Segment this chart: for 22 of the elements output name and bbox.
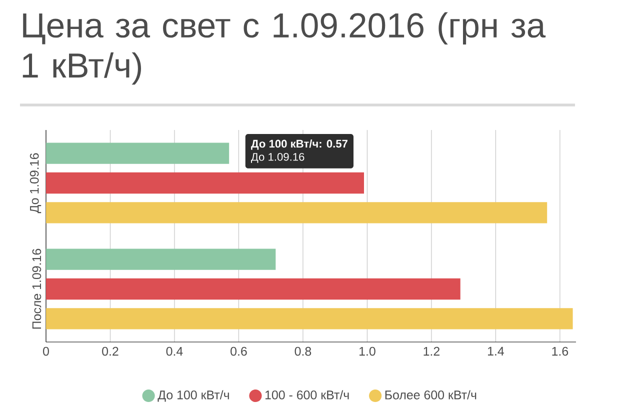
x-tick-label: 1.4 bbox=[488, 346, 504, 356]
x-tick-label: 0 bbox=[43, 346, 49, 356]
chart-title: Цена за свет с 1.09.2016 (грн за 1 кВт/ч) bbox=[22, 12, 546, 85]
x-tick-label: 1.6 bbox=[552, 346, 568, 356]
x-tick-label: 1.0 bbox=[360, 346, 376, 356]
annotation: До 100 кВт/ч: 0.57 bbox=[251, 140, 348, 150]
bar bbox=[46, 248, 276, 270]
bar bbox=[46, 202, 548, 224]
x-tick-label: 1.2 bbox=[424, 346, 440, 356]
bar bbox=[46, 142, 230, 164]
bar bbox=[46, 308, 573, 330]
legend-label: 100 - 600 кВт/ч bbox=[265, 390, 349, 400]
bar bbox=[46, 278, 460, 300]
legend-label: Более 600 кВт/ч bbox=[385, 390, 476, 400]
x-tick-label: 0.6 bbox=[230, 346, 247, 356]
legend-label: До 100 кВт/ч bbox=[158, 390, 229, 402]
x-tick-label: 0.8 bbox=[294, 346, 312, 356]
bar bbox=[46, 172, 364, 194]
y-tick-label: После 1.09.16 bbox=[32, 248, 42, 329]
annotation: До 1.09.16 bbox=[251, 152, 304, 163]
x-tick-label: 0.4 bbox=[166, 346, 183, 356]
x-tick-label: 0.2 bbox=[102, 346, 118, 356]
